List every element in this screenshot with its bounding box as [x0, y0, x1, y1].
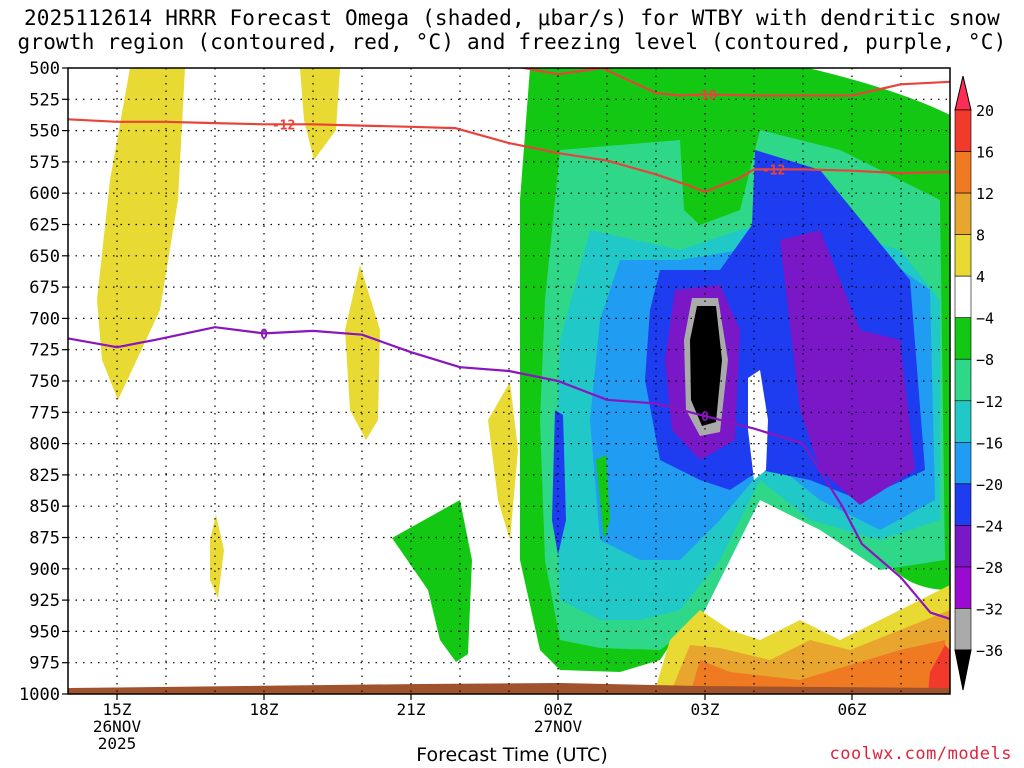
colorbar-swatch — [954, 109, 972, 152]
y-tick-label: 950 — [29, 622, 60, 642]
y-tick-label: 725 — [29, 341, 60, 361]
contour-label: 0 — [701, 410, 709, 425]
colorbar-bottom-arrow — [954, 649, 972, 691]
contour--18 — [518, 68, 950, 97]
y-tick-label: 650 — [29, 247, 60, 267]
x-tick-date: 27NOV — [534, 717, 583, 736]
x-tick-year: 2025 — [98, 734, 137, 753]
y-tick-label: 1000 — [19, 685, 60, 705]
colorbar-label: −12 — [976, 393, 1003, 411]
y-tick-label: 500 — [29, 59, 60, 79]
y-tick-label: 750 — [29, 372, 60, 392]
chart-title-line-1: 2025112614 HRRR Forecast Omega (shaded, … — [23, 6, 1001, 30]
contour-lines — [68, 68, 950, 620]
x-tick-label: 18Z — [250, 700, 279, 719]
y-tick-label: 825 — [29, 466, 60, 486]
x-tick-label: 03Z — [691, 700, 720, 719]
colorbar-swatch — [954, 275, 972, 318]
colorbar-label: −16 — [976, 434, 1003, 452]
x-tick-label: 06Z — [838, 700, 867, 719]
colorbar-label: −8 — [976, 351, 994, 369]
y-tick-label: 625 — [29, 216, 60, 236]
colorbar-swatch — [954, 566, 972, 609]
contour--12 — [68, 118, 950, 193]
x-tick-label: 15Z — [103, 700, 132, 719]
y-tick-label: 700 — [29, 309, 60, 329]
y-tick-label: 925 — [29, 591, 60, 611]
contour-label: 0 — [260, 327, 268, 342]
colorbar-label: −20 — [976, 476, 1003, 494]
y-axis: 500 525 550 575 600 625 650 675 700 725 750 775 800 8… — [19, 59, 68, 705]
y-tick-label: 850 — [29, 497, 60, 517]
x-tick-date: 26NOV — [93, 717, 142, 736]
colorbar-swatch — [954, 234, 972, 277]
colorbar-swatch — [954, 317, 972, 360]
y-tick-label: 525 — [29, 90, 60, 110]
colorbar-label: −36 — [976, 642, 1003, 660]
colorbar-swatch — [954, 151, 972, 194]
colorbar-label: 4 — [976, 268, 985, 286]
contour-label: -12 — [762, 163, 785, 178]
colorbar-label: −24 — [976, 517, 1003, 535]
y-tick-label: 575 — [29, 153, 60, 173]
colorbar-swatch — [954, 608, 972, 651]
y-tick-label: 775 — [29, 403, 60, 423]
colorbar: 20 16 12 8 4 −4 −8 −12 −16 −20 −24 −28 −32 −36 — [954, 75, 1003, 691]
x-tick-label: 21Z — [397, 700, 426, 719]
colorbar-swatch — [954, 442, 972, 485]
watermark: coolwx.com/models — [829, 744, 1012, 764]
colorbar-swatch — [954, 358, 972, 402]
contour-labels: -18 -12 -12 0 0 — [260, 88, 785, 425]
y-tick-label: 550 — [29, 122, 60, 142]
colorbar-label: −32 — [976, 600, 1003, 618]
colorbar-label: 16 — [976, 144, 994, 162]
colorbar-swatch — [954, 525, 972, 568]
colorbar-swatch — [954, 400, 972, 443]
contour-0 — [68, 326, 950, 620]
colorbar-swatch — [954, 483, 972, 526]
omega-shaded-field — [68, 68, 950, 694]
colorbar-label: −28 — [976, 559, 1003, 577]
colorbar-label: 20 — [976, 102, 994, 120]
colorbar-label: 8 — [976, 227, 985, 245]
y-tick-label: 800 — [29, 435, 60, 455]
colorbar-swatch — [954, 192, 972, 235]
colorbar-label: −4 — [976, 310, 994, 328]
y-tick-label: 600 — [29, 184, 60, 204]
contour-label: -12 — [272, 118, 295, 133]
y-tick-label: 675 — [29, 278, 60, 298]
x-axis-label: Forecast Time (UTC) — [416, 744, 608, 766]
y-tick-label: 900 — [29, 560, 60, 580]
colorbar-label: 12 — [976, 185, 994, 203]
colorbar-top-arrow — [954, 75, 972, 111]
x-tick-label: 00Z — [544, 700, 573, 719]
y-tick-label: 975 — [29, 654, 60, 674]
y-tick-label: 875 — [29, 529, 60, 549]
contour-label: -18 — [693, 88, 717, 103]
chart-title: 2025112614 HRRR Forecast Omega (shaded, … — [0, 6, 1024, 54]
chart-title-line-2: growth region (contoured, red, °C) and f… — [17, 30, 1007, 54]
